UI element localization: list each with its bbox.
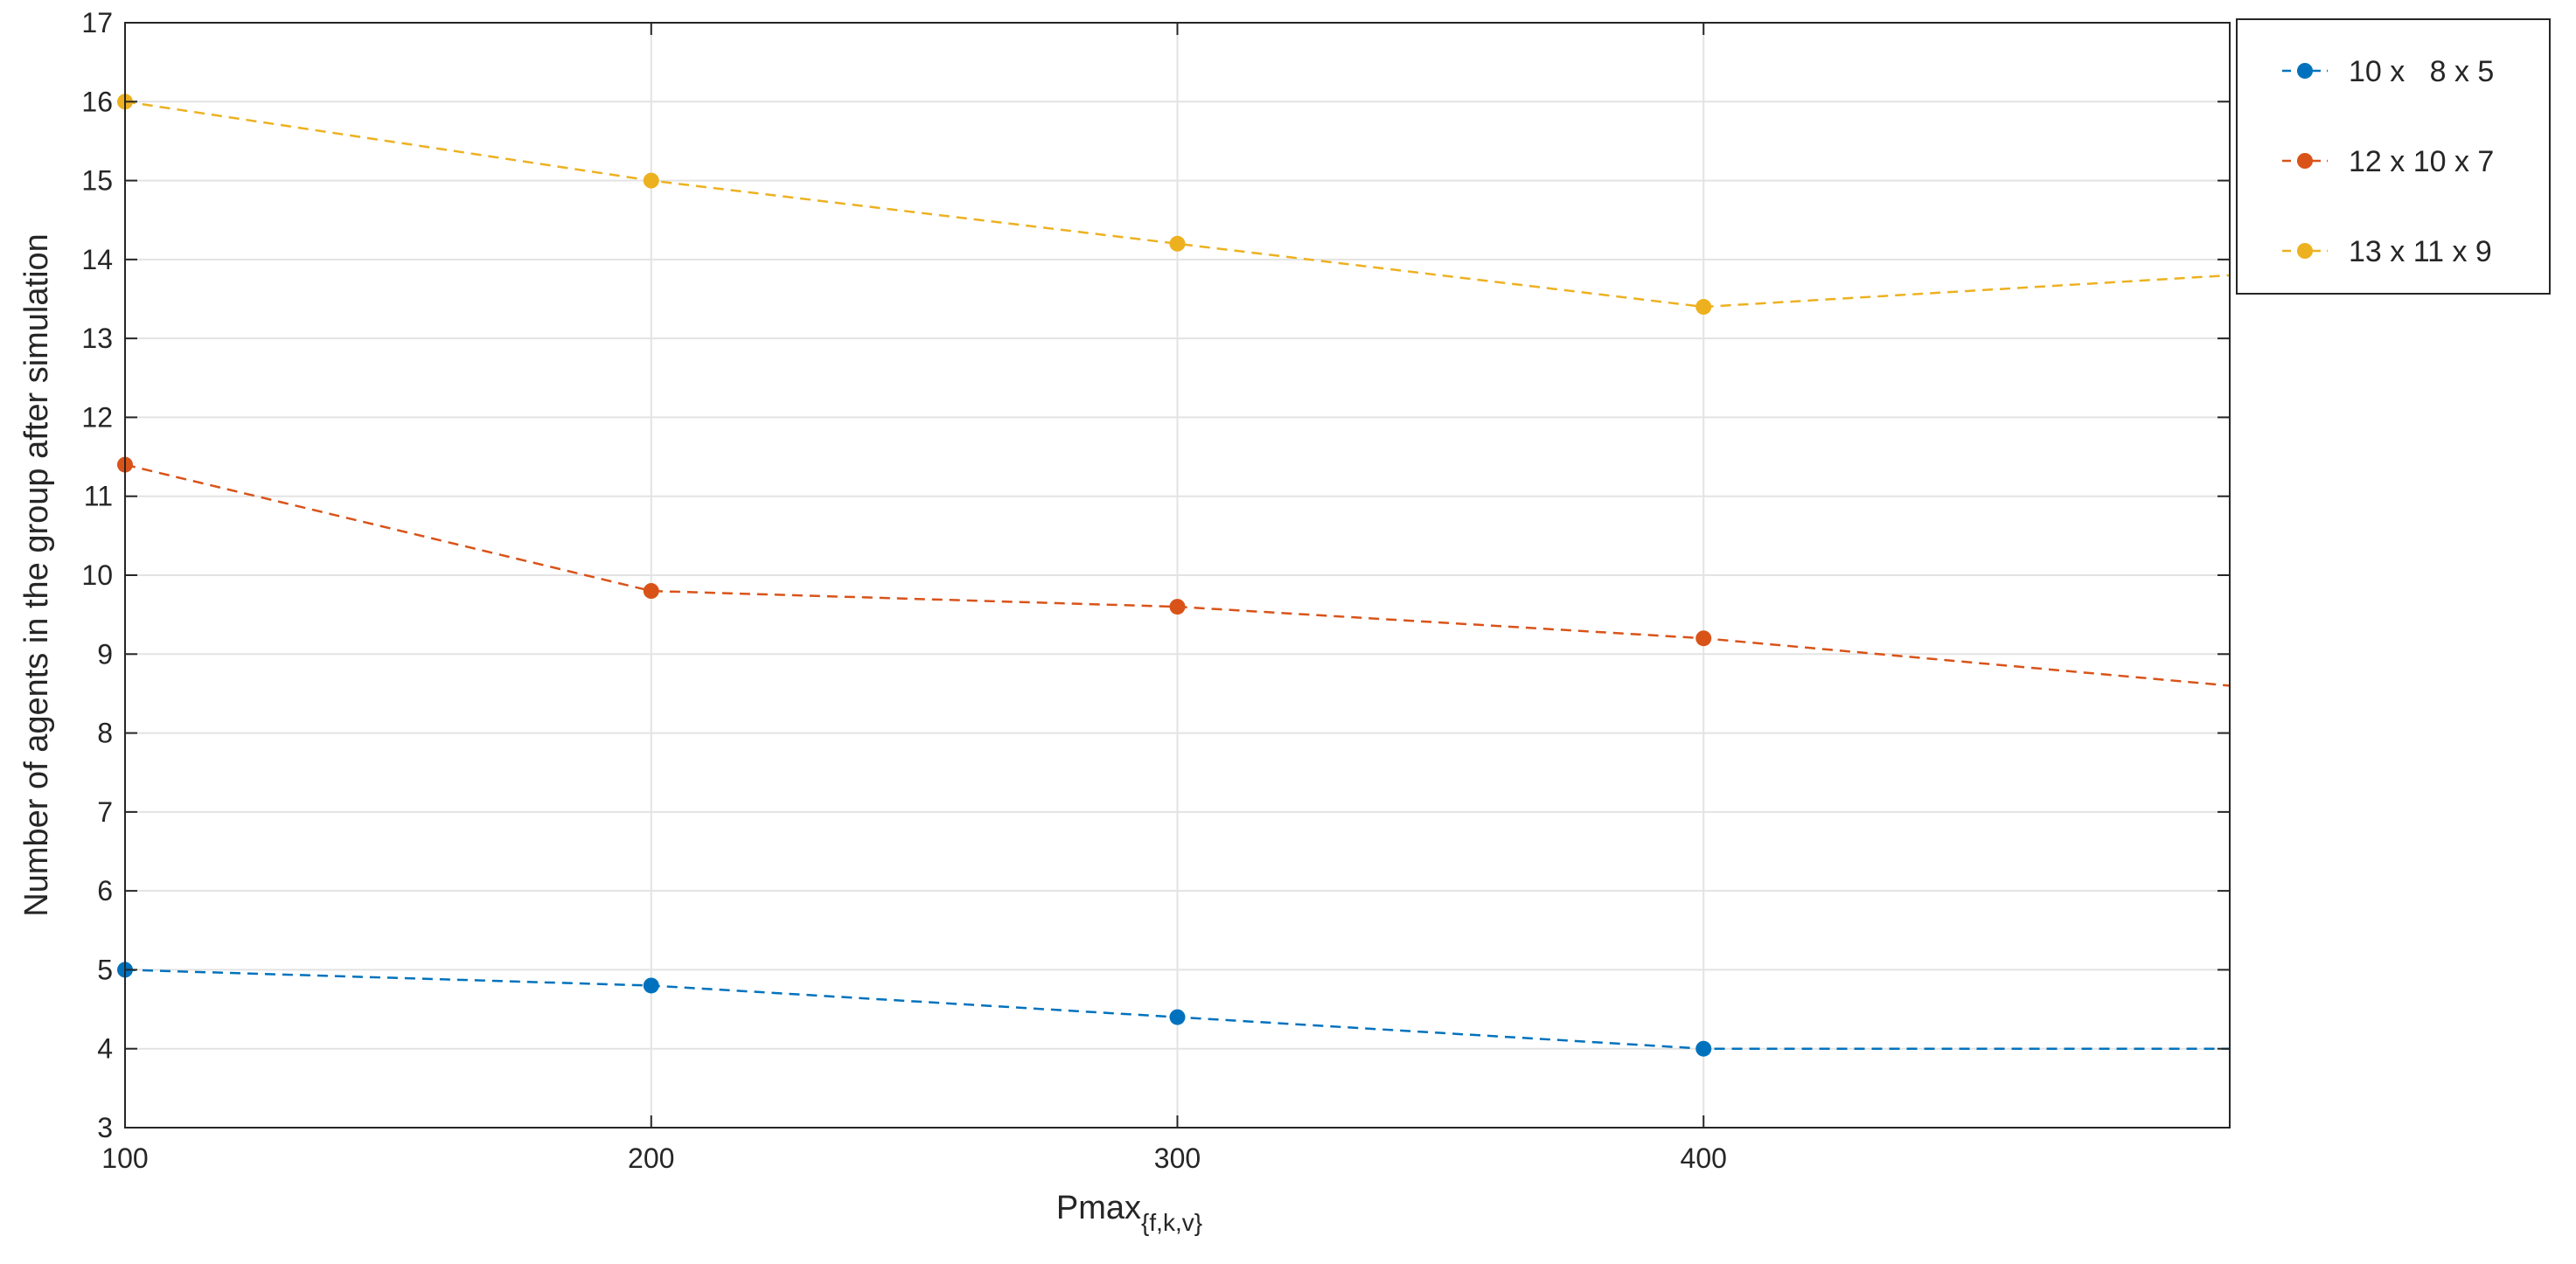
data-point (1695, 630, 1712, 647)
legend: 10 x 8 x 5 12 x 10 x 7 13 x 11 x 9 (2236, 18, 2551, 295)
series-3 (117, 94, 2231, 316)
legend-box (2236, 18, 2551, 295)
data-point (1169, 235, 1186, 252)
legend-item-3: 13 x 11 x 9 (2282, 235, 2492, 268)
axis-ticks (124, 22, 2230, 1129)
y-tick-label: 11 (84, 481, 113, 512)
legend-label: 12 x 10 x 7 (2349, 145, 2494, 178)
x-tick-label: 200 (628, 1142, 674, 1174)
legend-marker (2297, 153, 2313, 169)
legend-label: 10 x 8 x 5 (2349, 55, 2494, 88)
y-axis-label: Number of agents in the group after simu… (18, 233, 55, 917)
data-point (643, 172, 659, 189)
series-2 (117, 456, 2231, 687)
legend-marker (2297, 63, 2313, 79)
legend-item-2: 12 x 10 x 7 (2282, 145, 2494, 178)
data-point (1695, 299, 1712, 316)
y-tick-label: 12 (81, 401, 113, 433)
data-point (1169, 1009, 1186, 1025)
data-point (643, 977, 659, 994)
grid-lines (124, 22, 2230, 1129)
tick-labels: 3 4 5 6 7 8 9 10 11 12 13 14 15 16 17 100 200 300 400 (81, 7, 1727, 1174)
y-tick-label: 16 (81, 86, 113, 117)
y-tick-label: 13 (81, 323, 113, 354)
y-tick-label: 8 (97, 718, 113, 749)
data-point (1169, 599, 1186, 615)
y-tick-label: 15 (81, 165, 113, 197)
data-point (1695, 1040, 1712, 1057)
y-tick-label: 5 (97, 954, 113, 985)
legend-label: 13 x 11 x 9 (2349, 235, 2492, 268)
data-point (643, 583, 659, 600)
y-tick-label: 7 (97, 796, 113, 828)
legend-marker (2297, 243, 2313, 259)
y-tick-label: 3 (97, 1112, 113, 1143)
x-axis-label-subscript: {f,k,v} (1141, 1209, 1202, 1236)
y-tick-label: 6 (97, 875, 113, 906)
series-1 (117, 962, 2230, 1057)
y-tick-label: 9 (97, 638, 113, 670)
y-tick-label: 14 (81, 244, 113, 275)
x-tick-label: 300 (1154, 1142, 1201, 1174)
series-line (124, 101, 2231, 309)
x-axis-label-main: Pmax (1056, 1190, 1141, 1226)
y-tick-label: 4 (97, 1033, 113, 1065)
legend-item-1: 10 x 8 x 5 (2282, 55, 2494, 88)
y-tick-label: 17 (81, 7, 113, 38)
x-tick-label: 400 (1681, 1142, 1727, 1174)
series-group (117, 94, 2231, 1057)
x-axis-label: Pmax{f,k,v} (1056, 1190, 1202, 1236)
y-tick-label: 10 (81, 559, 113, 591)
x-tick-label: 100 (101, 1142, 148, 1174)
